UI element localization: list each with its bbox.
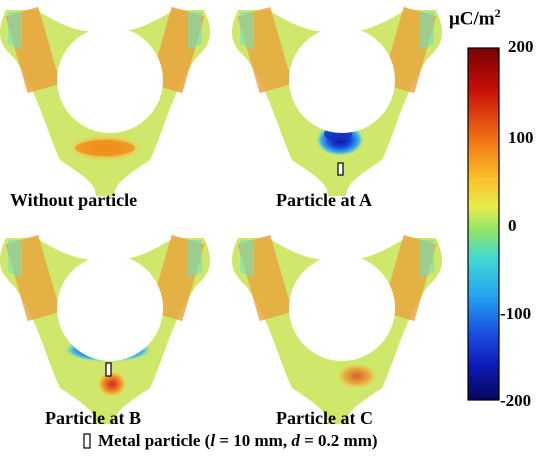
panel-particle-at-b (0, 234, 211, 424)
colorbar-tick-100: 100 (508, 128, 534, 147)
colorbar-tick-200: 200 (508, 37, 534, 56)
legend-particle-icon (83, 433, 91, 449)
panel-label-particle-c: Particle at C (276, 408, 373, 428)
colorbar (467, 47, 500, 401)
colorbar-tick-minus100: -100 (500, 304, 532, 323)
legend-caption: Metal particle (l = 10 mm, d = 0.2 mm) (98, 431, 378, 450)
panel-label-particle-b: Particle at B (45, 408, 141, 428)
metal-particle-marker (105, 362, 112, 377)
metal-particle-marker (337, 162, 344, 176)
panel-label-without-particle: Without particle (10, 190, 138, 210)
panel-particle-at-a (231, 6, 443, 196)
panel-label-particle-a: Particle at A (276, 190, 372, 210)
colorbar-tick-minus200: -200 (500, 391, 532, 410)
colorbar-tick-0: 0 (508, 216, 517, 235)
colorbar-unit: μC/m2 (449, 6, 501, 30)
panel-without-particle (0, 6, 211, 196)
panel-particle-at-c (231, 234, 443, 424)
